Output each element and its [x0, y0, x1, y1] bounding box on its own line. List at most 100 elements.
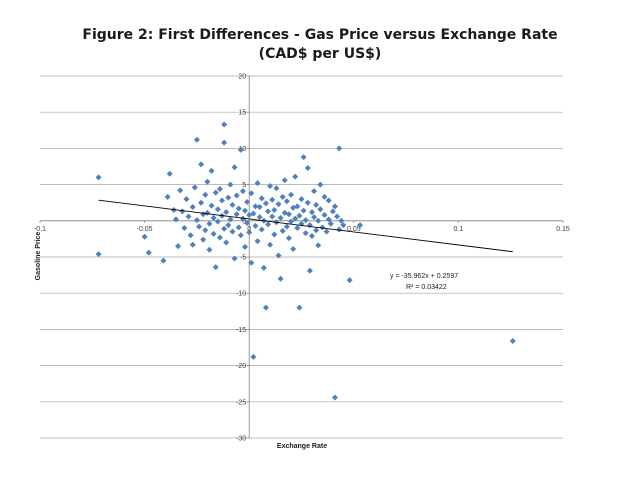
y-tick-label: -30 — [236, 436, 246, 443]
data-point — [210, 230, 217, 237]
data-point — [246, 229, 253, 236]
data-point — [216, 185, 223, 192]
data-point — [195, 223, 202, 230]
data-point — [269, 196, 276, 203]
x-tick-label: -0.05 — [137, 226, 153, 233]
data-point — [279, 227, 286, 234]
data-point — [304, 164, 311, 171]
data-point — [308, 209, 315, 216]
x-tick-label: -0.1 — [34, 226, 46, 233]
data-point — [294, 203, 301, 210]
data-point — [315, 242, 322, 249]
x-tick-label: 0 — [247, 226, 251, 233]
data-point — [244, 198, 251, 205]
data-point — [164, 193, 171, 200]
data-point — [338, 217, 345, 224]
data-point — [296, 304, 303, 311]
data-point — [298, 196, 305, 203]
data-point — [279, 193, 286, 200]
data-point — [219, 197, 226, 204]
data-point — [237, 232, 244, 239]
data-point — [304, 199, 311, 206]
data-point — [204, 178, 211, 185]
data-point — [198, 199, 205, 206]
data-point — [252, 222, 259, 229]
x-tick-label: 0.1 — [454, 226, 464, 233]
data-point — [235, 205, 242, 212]
gridlines — [40, 75, 563, 439]
data-point — [302, 230, 309, 237]
data-point — [95, 251, 102, 258]
data-point — [336, 226, 343, 233]
data-point — [239, 188, 246, 195]
data-point — [212, 264, 219, 271]
data-point — [252, 203, 259, 210]
data-point — [185, 213, 192, 220]
data-point — [189, 204, 196, 211]
data-point — [225, 194, 232, 201]
data-point — [317, 206, 324, 213]
data-point — [346, 277, 353, 284]
data-point — [273, 185, 280, 192]
data-point — [313, 201, 320, 208]
data-point — [95, 174, 102, 181]
data-point — [357, 222, 364, 229]
data-point — [325, 197, 332, 204]
data-point — [233, 192, 240, 199]
data-point — [227, 216, 234, 223]
data-point — [283, 223, 290, 230]
data-point — [183, 196, 190, 203]
data-point — [271, 231, 278, 238]
data-point — [216, 234, 223, 241]
data-points — [95, 121, 516, 401]
data-point — [300, 154, 307, 161]
data-point — [208, 202, 215, 209]
data-point — [292, 173, 299, 180]
data-point — [221, 225, 228, 232]
tick-labels: -30-25-20-15-10-505101520-0.1-0.0500.050… — [34, 74, 570, 443]
y-tick-label: 20 — [238, 74, 246, 81]
data-point — [212, 189, 219, 196]
data-point — [250, 210, 257, 217]
y-axis-title: Gasoline Price — [35, 232, 42, 281]
data-point — [223, 209, 230, 216]
data-point — [250, 353, 257, 360]
data-point — [206, 220, 213, 227]
y-tick-label: 15 — [238, 110, 246, 117]
data-point — [288, 191, 295, 198]
data-point — [239, 215, 246, 222]
data-point — [292, 215, 299, 222]
trendline-r-squared: R² = 0.03422 — [406, 284, 447, 291]
data-point — [221, 121, 228, 128]
data-point — [313, 227, 320, 234]
trendline-group — [98, 199, 513, 253]
data-point — [210, 214, 217, 221]
data-point — [223, 239, 230, 246]
trendline — [98, 199, 513, 253]
trendline-equation: y = -35.962x + 0.2597 — [390, 273, 458, 280]
data-point — [269, 213, 276, 220]
data-point — [325, 216, 332, 223]
data-point — [141, 233, 148, 240]
data-point — [281, 177, 288, 184]
data-point — [275, 201, 282, 208]
data-point — [200, 236, 207, 243]
data-point — [229, 201, 236, 208]
y-tick-label: 5 — [242, 182, 246, 189]
data-point — [262, 200, 269, 207]
data-point — [233, 211, 240, 218]
data-point — [160, 257, 167, 264]
y-tick-label: -10 — [236, 291, 246, 298]
data-point — [242, 207, 249, 214]
data-point — [214, 218, 221, 225]
data-point — [229, 228, 236, 235]
data-point — [235, 224, 242, 231]
data-point — [256, 204, 263, 211]
data-point — [288, 218, 295, 225]
data-point — [317, 181, 324, 188]
data-point — [254, 238, 261, 245]
data-point — [275, 252, 282, 259]
data-point — [311, 214, 318, 221]
data-point — [237, 146, 244, 153]
